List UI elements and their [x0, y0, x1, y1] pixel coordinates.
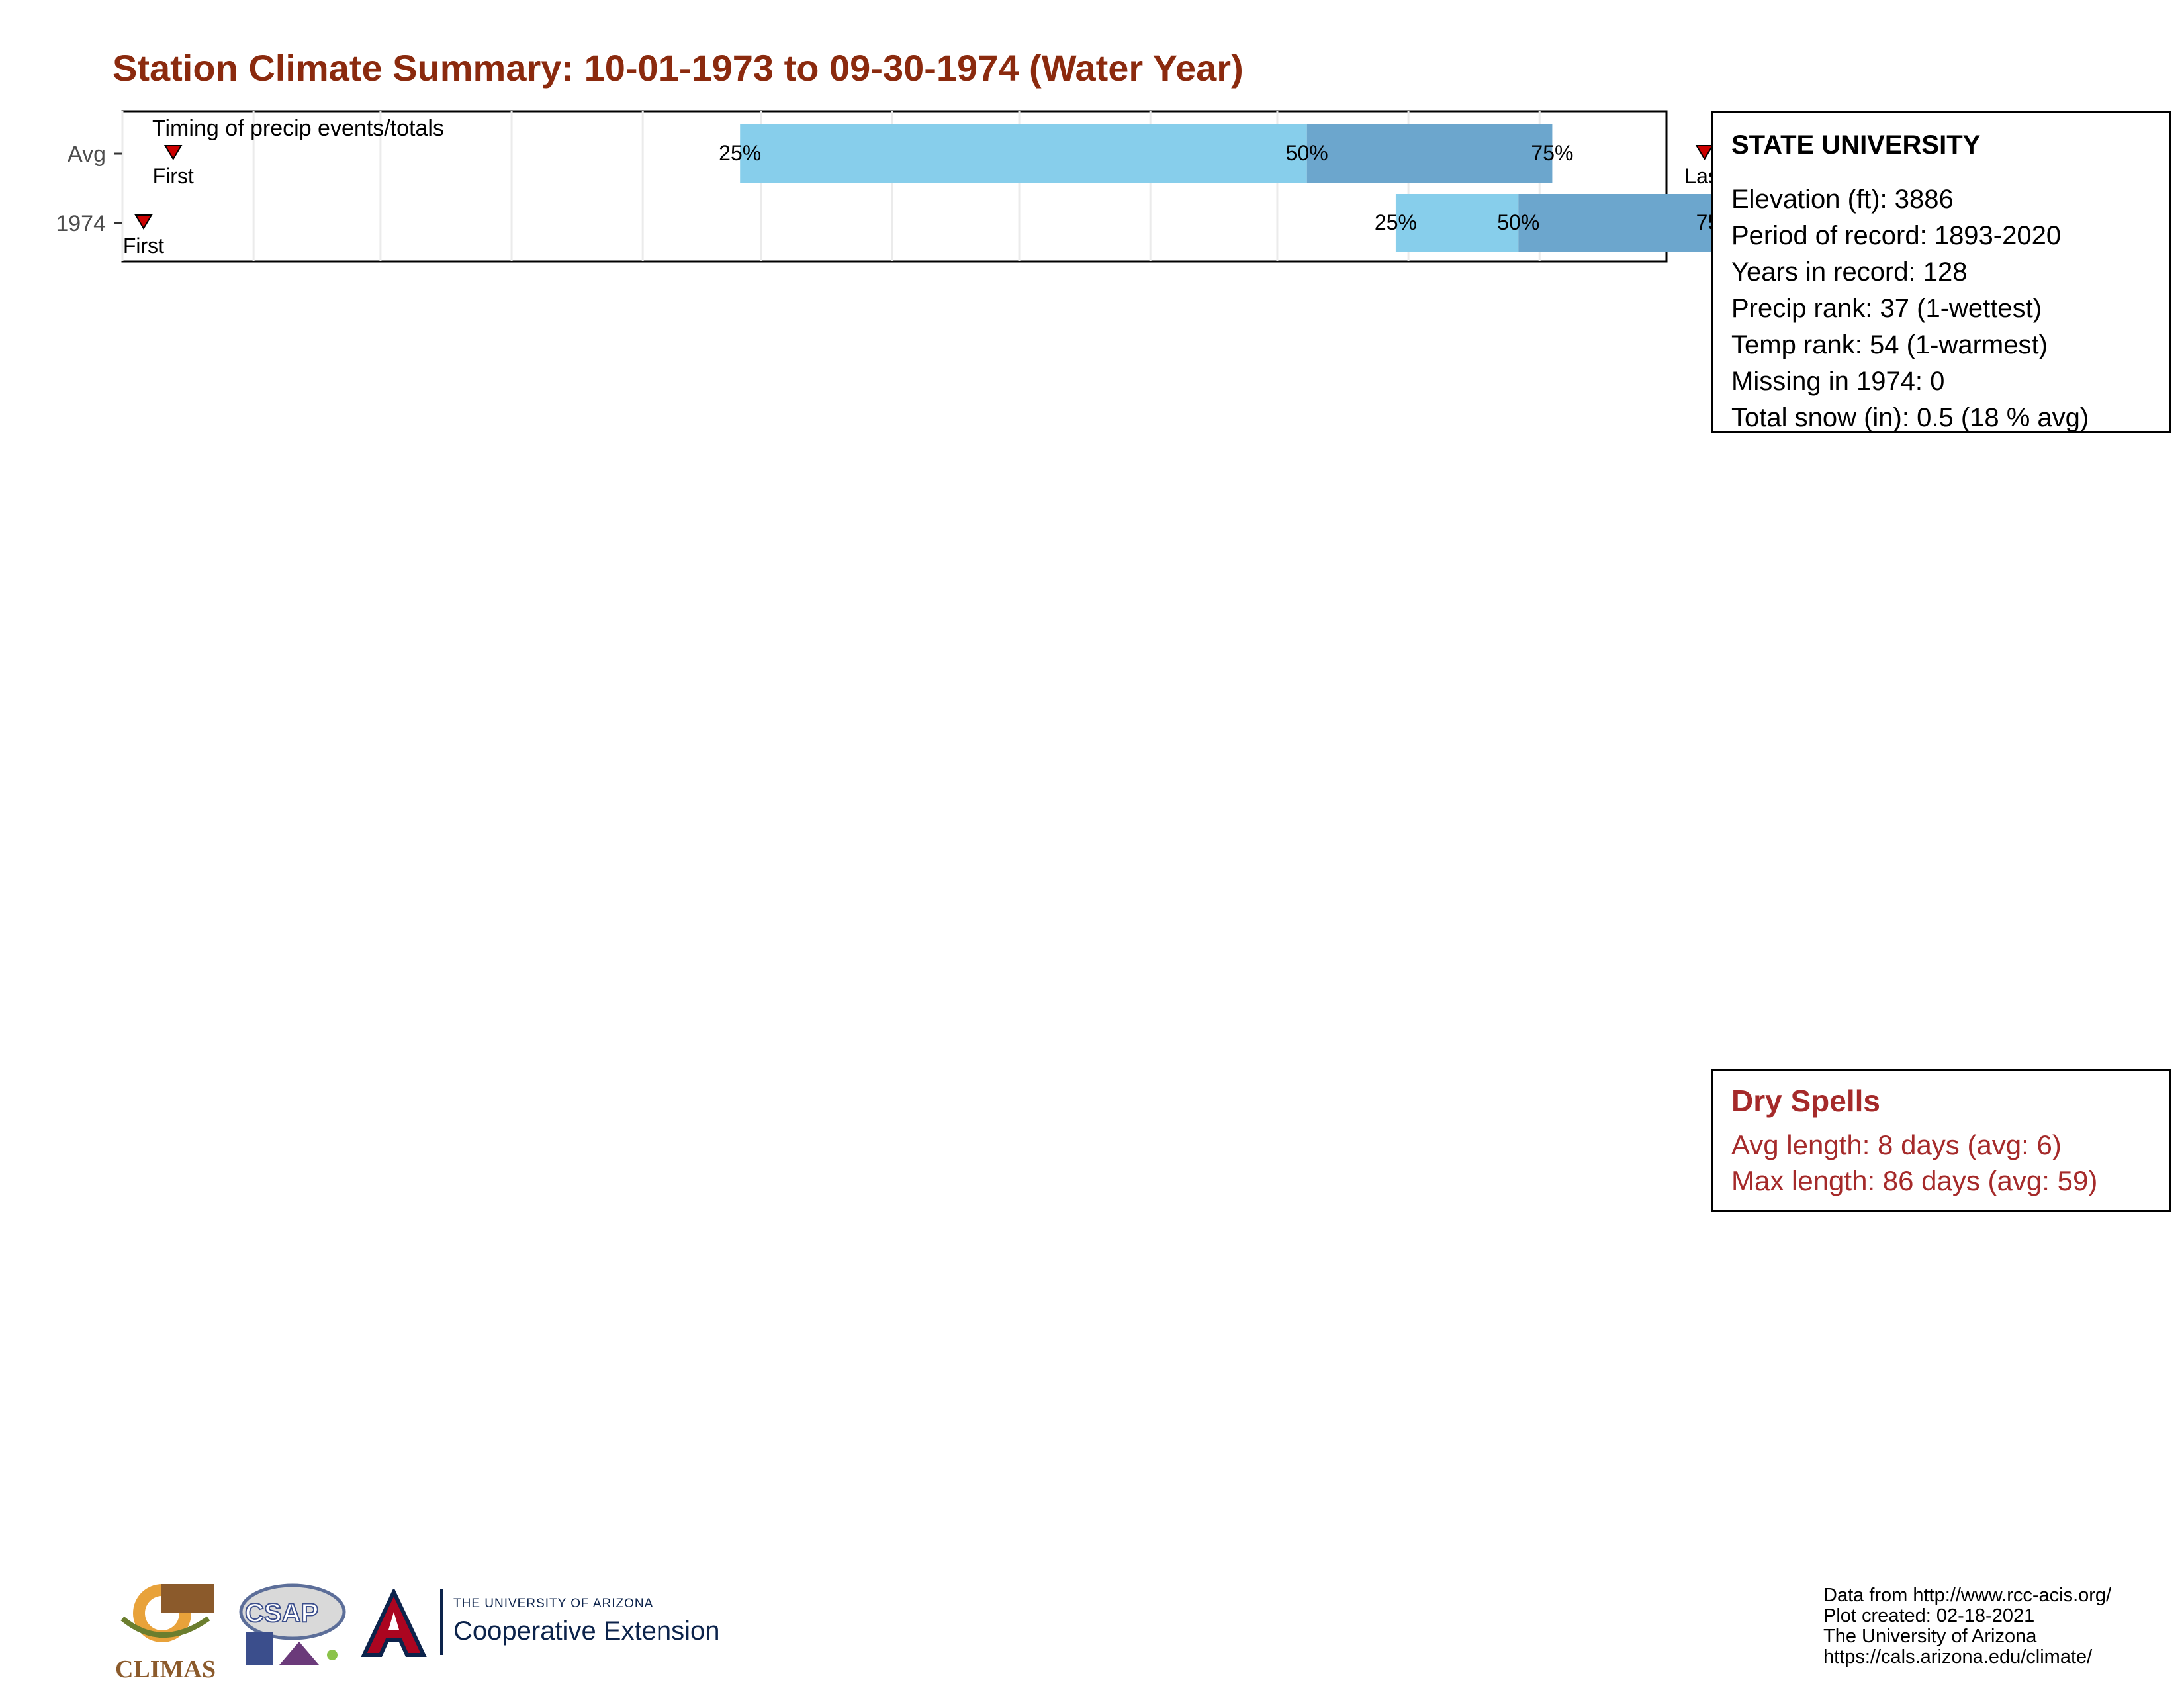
- page-title: Station Climate Summary: 10-01-1973 to 0…: [113, 47, 1244, 89]
- timing-marker-icon: [163, 145, 183, 160]
- csap-wordmark: CSAP: [244, 1598, 319, 1628]
- timing-row-label: Avg: [68, 142, 106, 167]
- timing-first-label: First: [153, 164, 194, 188]
- ua-cooperative-extension-logo: THE UNIVERSITY OF ARIZONA Cooperative Ex…: [361, 1587, 745, 1675]
- timing-bar-25-50: [740, 124, 1307, 183]
- timing-label-75: 75%: [1531, 141, 1573, 165]
- timing-marker-icon: [1695, 145, 1714, 160]
- timing-label-50: 50%: [1497, 211, 1539, 234]
- credit-line: Plot created: 02-18-2021: [1823, 1605, 2035, 1626]
- timing-label-25: 25%: [719, 141, 761, 165]
- timing-row-label: 1974: [56, 211, 106, 236]
- timing-first-label: First: [123, 234, 164, 258]
- ua-extension: Cooperative Extension: [453, 1617, 720, 1646]
- climas-emblem-icon: [120, 1584, 214, 1642]
- ua-block-a-icon: [361, 1587, 427, 1657]
- dry-spells-avg: Avg length: 8 days (avg: 6): [1731, 1129, 2062, 1160]
- station-info-line: Period of record: 1893-2020: [1731, 221, 2062, 250]
- station-info-line: Temp rank: 54 (1-warmest): [1731, 330, 2048, 359]
- credit-line: The University of Arizona: [1823, 1626, 2037, 1647]
- dry-spells-max: Max length: 86 days (avg: 59): [1731, 1165, 2098, 1196]
- station-info-box: STATE UNIVERSITY Elevation (ft): 3886 Pe…: [1711, 111, 2171, 433]
- timing-bar-50-75: [1518, 194, 1717, 252]
- credit-line: https://cals.arizona.edu/climate/: [1823, 1646, 2093, 1667]
- climas-wordmark: CLIMAS: [114, 1656, 216, 1683]
- station-name: STATE UNIVERSITY: [1731, 130, 1981, 160]
- timing-bar-25-50: [1395, 194, 1519, 252]
- timing-marker-icon: [134, 214, 153, 230]
- timing-title: Timing of precip events/totals: [152, 116, 444, 141]
- csap-cloud-icon: [239, 1583, 346, 1665]
- ua-name: THE UNIVERSITY OF ARIZONA: [453, 1597, 654, 1611]
- dry-spells-title: Dry Spells: [1731, 1084, 1880, 1118]
- timing-label-25: 25%: [1375, 211, 1417, 234]
- timing-panel: Timing of precip events/totals Avg 1974 25%…: [56, 110, 1764, 263]
- station-info-line: Total snow (in): 0.5 (18 % avg): [1731, 403, 2089, 432]
- climas-logo: CLIMAS: [109, 1579, 222, 1683]
- station-info-line: Precip rank: 37 (1-wettest): [1731, 294, 2042, 323]
- credit-line: Data from http://www.rcc-acis.org/: [1823, 1585, 2112, 1606]
- credits: Data from http://www.rcc-acis.org/ Plot …: [1823, 1585, 2111, 1667]
- timing-label-50: 50%: [1286, 141, 1328, 165]
- station-info-line: Years in record: 128: [1731, 258, 1968, 287]
- station-info-line: Elevation (ft): 3886: [1731, 185, 1954, 214]
- timing-bar-50-75: [1306, 124, 1553, 183]
- station-info-line: Missing in 1974: 0: [1731, 367, 1945, 396]
- csap-logo: CSAP: [233, 1579, 352, 1678]
- dry-spells-box: Dry Spells Avg length: 8 days (avg: 6) M…: [1711, 1069, 2171, 1212]
